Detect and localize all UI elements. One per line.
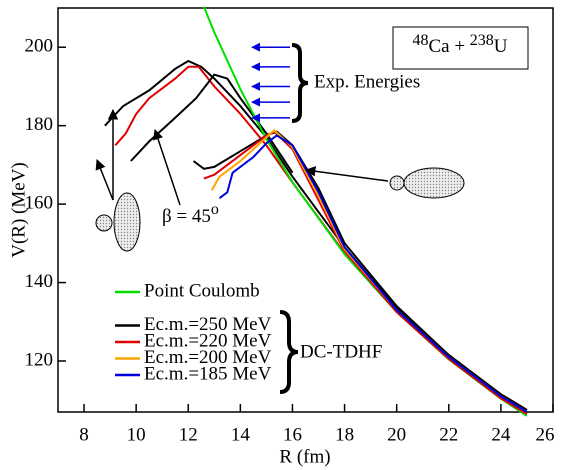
arrow [153,129,181,206]
nucleus-shape [95,214,113,232]
annotation: Exp. Energies [314,71,420,92]
brace [291,43,309,123]
x-tick-label: 8 [79,424,89,445]
beta: β = 45 [162,206,211,227]
y-tick-label: 180 [25,114,54,135]
mass: 238 [470,32,494,49]
legend-label: Ec.m.=220 MeV [144,330,272,351]
brace [279,310,299,394]
x-tick-label: 20 [387,424,406,445]
y-tick-label: 160 [25,192,54,213]
legend-label: Ec.m.=185 MeV [144,363,272,384]
reaction-box [392,26,529,70]
reaction-label: 48Ca + 238U [412,32,507,58]
nucleus-shape [113,192,141,252]
x-tick-label: 12 [179,424,198,445]
legend-label: Ec.m.=200 MeV [144,347,272,368]
x-tick-label: 18 [335,424,354,445]
beta-curve [130,73,294,174]
nucleus: Ca + [428,36,469,57]
y-tick-label: 200 [25,36,54,57]
x-tick-label: 26 [536,424,555,445]
x-tick-label: 16 [283,424,302,445]
legend-label: Ec.m.=250 MeV [144,314,272,335]
x-axis-label: R (fm) [279,446,330,467]
nucleus-shape [403,167,465,199]
x-tick-label: 14 [231,424,251,445]
arrow [304,166,389,182]
nucleus-shape [389,175,405,191]
degree: o [211,201,219,218]
nucleus: U [494,36,508,57]
plot-frame [57,7,554,413]
annotation: β = 45o [162,201,219,228]
x-tick-label: 22 [439,424,458,445]
mass: 48 [412,32,428,49]
y-axis-label: V(R) (MeV) [8,162,29,258]
legend-label: Point Coulomb [144,280,260,301]
arrow [95,159,114,201]
x-tick-label: 24 [491,424,511,445]
curves [104,6,528,417]
x-tick-label: 10 [127,424,146,445]
annotation: DC-TDHF [300,341,382,362]
y-tick-label: 140 [25,271,54,292]
series-line [218,134,528,413]
y-tick-label: 120 [25,349,54,370]
